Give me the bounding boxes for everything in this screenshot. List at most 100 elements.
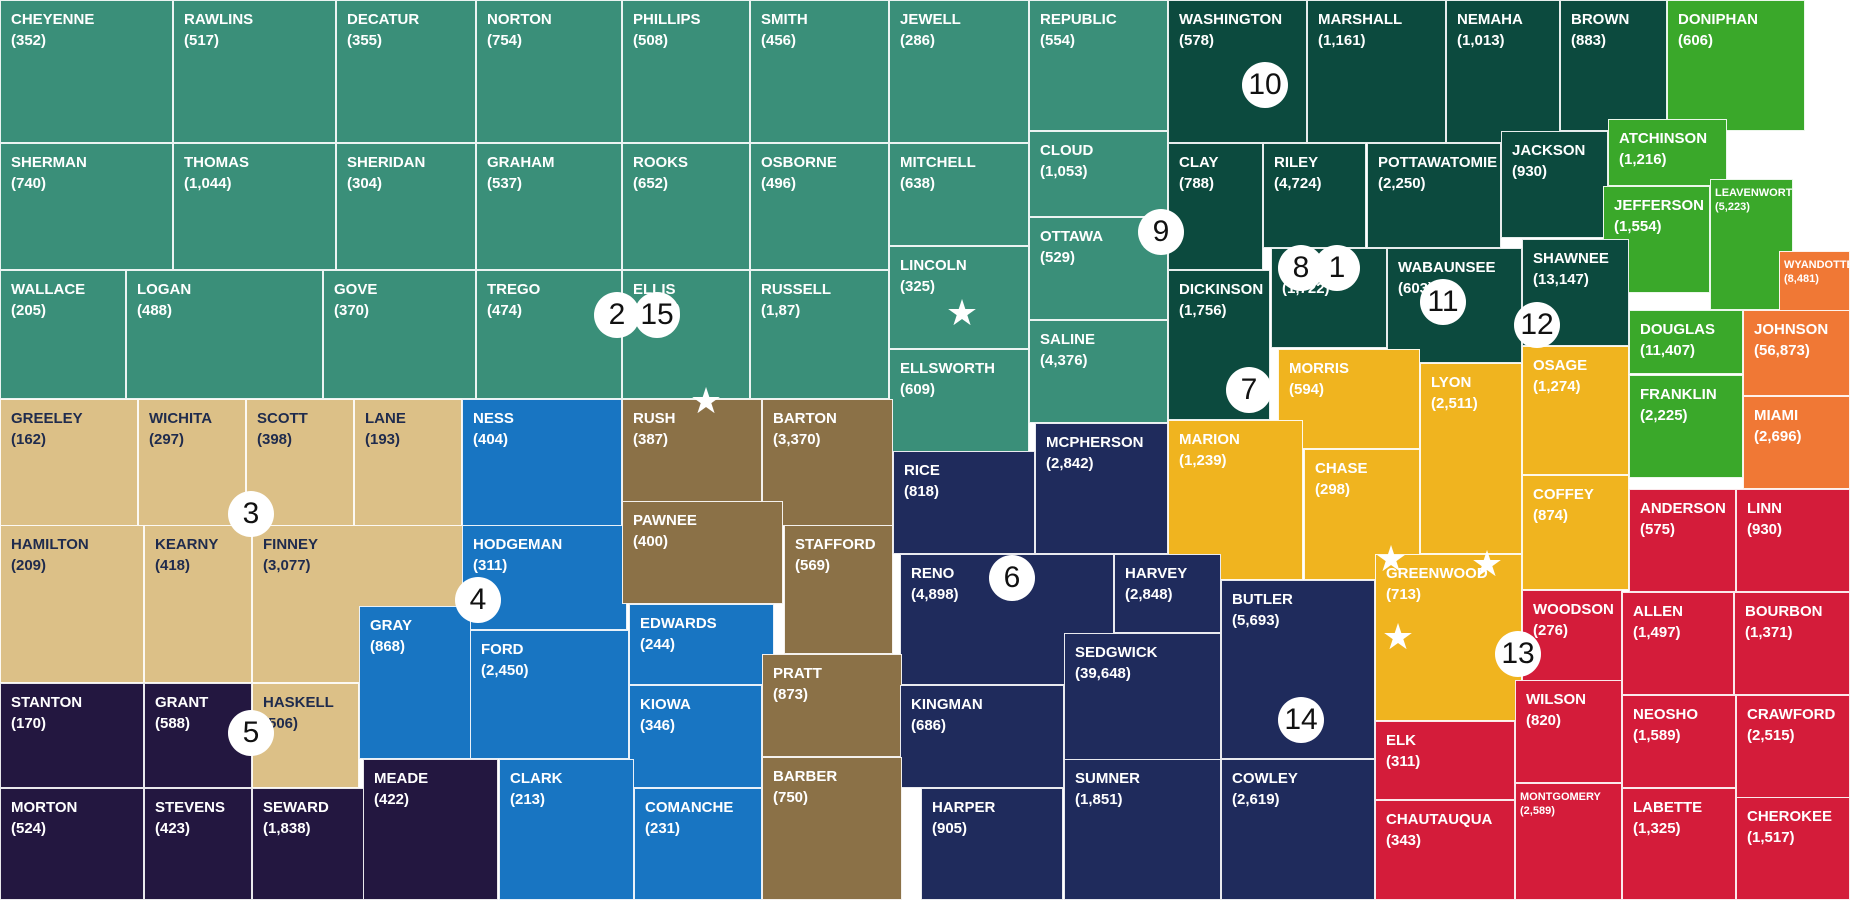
county-stanton: STANTON (170) — [0, 683, 144, 788]
county-value: (209) — [11, 557, 47, 574]
county-name: STAFFORD — [795, 536, 876, 553]
county-name: NEMAHA — [1457, 11, 1523, 28]
county-value: (297) — [149, 431, 185, 448]
county-mitchell: MITCHELL (638) — [889, 143, 1029, 246]
county-name: COWLEY — [1232, 770, 1298, 787]
county-name: FINNEY — [263, 536, 319, 553]
county-name: ELLSWORTH — [900, 360, 995, 377]
county-name: RUSH — [633, 410, 676, 427]
county-value: (13,147) — [1533, 271, 1589, 288]
county-name: JEFFERSON — [1614, 197, 1705, 214]
star-icon: ★ — [1470, 544, 1504, 585]
county-decatur: DECATUR (355) — [336, 0, 476, 143]
region-label-12: 12 — [1514, 302, 1560, 348]
county-doniphan: DONIPHAN (606) — [1667, 0, 1805, 131]
region-label-3: 3 — [228, 491, 274, 537]
county-name: BARTON — [773, 410, 837, 427]
county-value: (488) — [137, 302, 173, 319]
county-name: SHAWNEE — [1533, 250, 1609, 267]
region-label-14: 14 — [1278, 697, 1324, 743]
county-value: (3,370) — [773, 431, 821, 448]
county-value: (754) — [487, 32, 523, 49]
county-value: (740) — [11, 175, 47, 192]
county-name: ELK — [1386, 732, 1416, 749]
county-value: (820) — [1526, 712, 1562, 729]
county-greeley: GREELEY (162) — [0, 399, 138, 526]
county-clay: CLAY (788) — [1168, 143, 1263, 270]
county-name: KIOWA — [640, 696, 691, 713]
county-republic: REPUBLIC (554) — [1029, 0, 1168, 131]
county-name: OSBORNE — [761, 154, 837, 171]
county-hamilton: HAMILTON (209) — [0, 525, 144, 683]
county-greenwood: GREENWOOD (713) — [1375, 554, 1522, 721]
county-chautauqua: CHAUTAUQUA (343) — [1375, 800, 1515, 900]
county-brown: BROWN (883) — [1560, 0, 1667, 131]
county-name: KEARNY — [155, 536, 219, 553]
county-value: (508) — [633, 32, 669, 49]
county-name: HARVEY — [1125, 565, 1188, 582]
county-smith: SMITH (456) — [750, 0, 889, 143]
county-value: (578) — [1179, 32, 1215, 49]
county-name: SMITH — [761, 11, 808, 28]
county-name: LOGAN — [137, 281, 192, 298]
county-name: OSAGE — [1533, 357, 1588, 374]
county-value: (4,724) — [1274, 175, 1322, 192]
county-kiowa: KIOWA (346) — [629, 685, 762, 788]
county-value: (423) — [155, 820, 191, 837]
county-cloud: CLOUD (1,053) — [1029, 131, 1168, 217]
county-name: CRAWFORD — [1747, 706, 1836, 723]
county-douglas: DOUGLAS (11,407) — [1629, 310, 1743, 374]
county-lyon: LYON (2,511) — [1420, 363, 1522, 554]
county-value: (2,250) — [1378, 175, 1426, 192]
county-barton: BARTON (3,370) — [762, 399, 893, 526]
county-sherman: SHERMAN (740) — [0, 143, 173, 270]
county-name: BOURBON — [1745, 603, 1823, 620]
county-value: (404) — [473, 431, 509, 448]
county-name: STANTON — [11, 694, 83, 711]
county-ellis: ELLIS(3,805) — [622, 270, 750, 399]
county-allen: ALLEN (1,497) — [1622, 592, 1734, 695]
county-name: BROWN — [1571, 11, 1630, 28]
county-name: ALLEN — [1633, 603, 1683, 620]
county-bourbon: BOURBON (1,371) — [1734, 592, 1850, 695]
county-name: CLOUD — [1040, 142, 1094, 159]
county-name: NESS — [473, 410, 514, 427]
county-name: GRAY — [370, 617, 412, 634]
county-name: MARION — [1179, 431, 1240, 448]
county-value: (2,696) — [1754, 428, 1802, 445]
county-value: (170) — [11, 715, 47, 732]
county-value: (474) — [487, 302, 523, 319]
region-label-11: 11 — [1420, 279, 1466, 325]
county-value: (1,044) — [184, 175, 232, 192]
county-name: CHEROKEE — [1747, 808, 1833, 825]
county-haskell: HASKELL (506) — [252, 683, 359, 788]
county-name: COFFEY — [1533, 486, 1594, 503]
county-value: (1,851) — [1075, 791, 1123, 808]
county-shawnee: SHAWNEE (13,147) — [1522, 239, 1629, 346]
county-name: SEWARD — [263, 799, 329, 816]
county-name: HODGEMAN — [473, 536, 563, 553]
county-name: THOMAS — [184, 154, 249, 171]
county-name: NEOSHO — [1633, 706, 1699, 723]
county-gove: GOVE (370) — [323, 270, 476, 399]
county-name: DICKINSON — [1179, 281, 1264, 298]
region-label-10: 10 — [1242, 62, 1288, 108]
county-name: BUTLER — [1232, 591, 1293, 608]
county-value: (606) — [1678, 32, 1714, 49]
county-name: WYANDOTTE — [1784, 259, 1850, 271]
county-value: (298) — [1315, 481, 1351, 498]
county-seward: SEWARD (1,838) — [252, 788, 364, 900]
county-lane: LANE (193) — [354, 399, 462, 526]
county-value: (56,873) — [1754, 342, 1810, 359]
county-name: DONIPHAN — [1678, 11, 1759, 28]
county-russell: RUSSELL (1,87) — [750, 270, 889, 399]
county-value: (569) — [795, 557, 831, 574]
county-name: DOUGLAS — [1640, 321, 1715, 338]
county-value: (205) — [11, 302, 47, 319]
county-sheridan: SHERIDAN (304) — [336, 143, 476, 270]
county-name: GRANT — [155, 694, 209, 711]
county-name: MONTGOMERY — [1520, 791, 1601, 803]
county-name: PAWNEE — [633, 512, 697, 529]
county-value: (1,589) — [1633, 727, 1681, 744]
county-jackson: JACKSON (930) — [1501, 131, 1608, 238]
